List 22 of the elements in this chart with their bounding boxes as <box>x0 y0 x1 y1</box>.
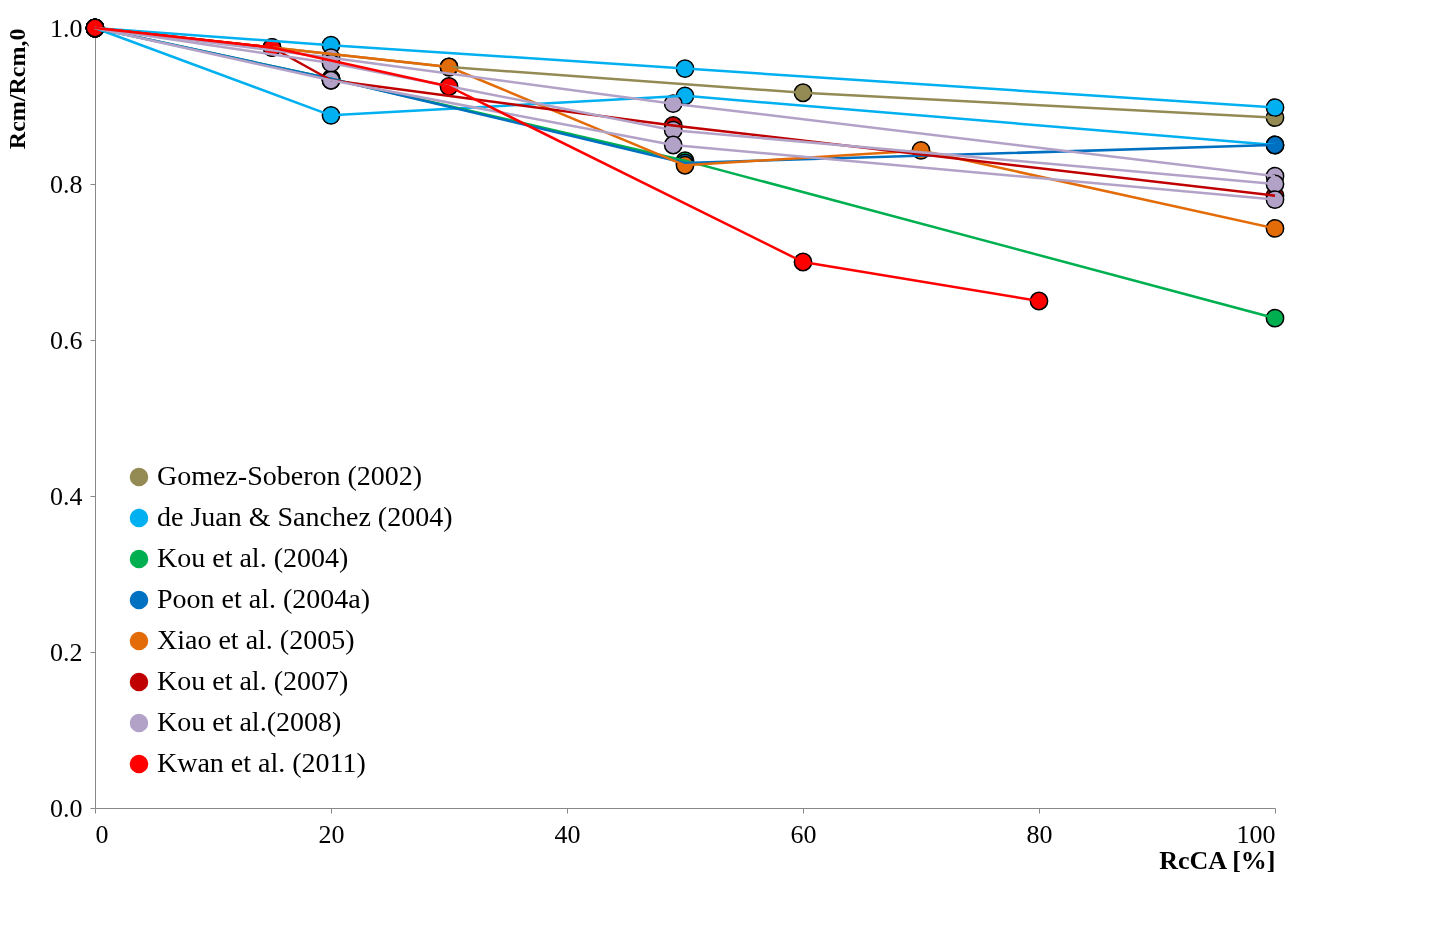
y-tick-label: 0.4 <box>50 481 83 511</box>
point <box>1265 308 1285 328</box>
x-tick-label: 60 <box>790 819 817 849</box>
legend-label: Kwan et al. (2011) <box>157 747 366 778</box>
y-tick-label: 0.8 <box>50 169 83 199</box>
x-tick-label: 40 <box>554 819 581 849</box>
y-tick-label: 1.0 <box>50 13 83 43</box>
x-tick-label: 20 <box>318 819 345 849</box>
y-tick-label: 0.6 <box>50 325 83 355</box>
legend-label: Xiao et al. (2005) <box>157 624 355 655</box>
legend-label: Kou et al. (2004) <box>157 542 349 573</box>
x-tick-label: 80 <box>1026 819 1053 849</box>
legend-label: Kou et al.(2008) <box>157 706 342 737</box>
y-axis-title: Rcm/Rcm,0 <box>4 28 30 150</box>
legend-label: Poon et al. (2004a) <box>157 583 371 614</box>
legend-label: Gomez-Soberon (2002) <box>157 460 423 491</box>
x-tick-label: 0 <box>95 819 109 849</box>
y-tick-label: 0.2 <box>50 637 83 667</box>
legend-label: Kou et al. (2007) <box>157 665 349 696</box>
y-tick-label: 0.0 <box>50 793 83 823</box>
point <box>1265 219 1285 238</box>
legend-label: de Juan & Sanchez (2004) <box>157 501 453 532</box>
